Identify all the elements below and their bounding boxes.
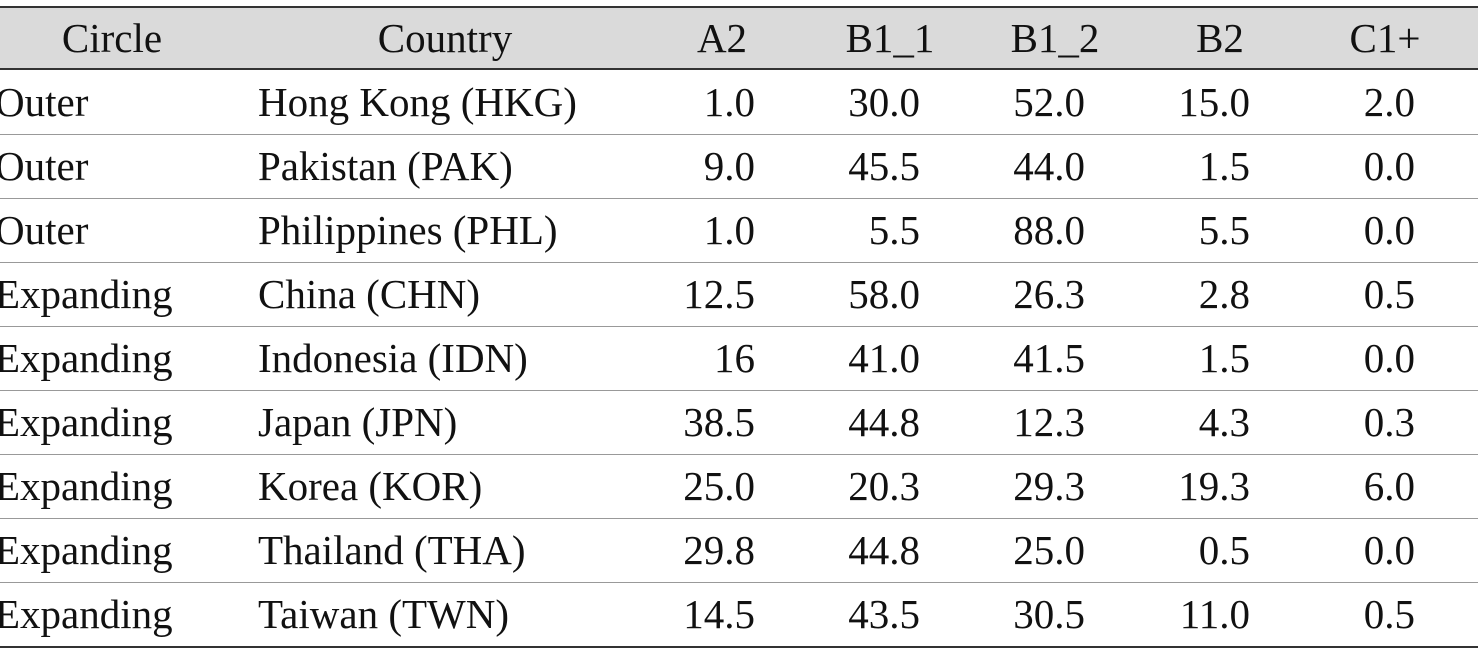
- table-cell: 30.0: [848, 79, 920, 125]
- column-header: Country: [377, 15, 513, 61]
- table-cell: 29.8: [683, 527, 755, 573]
- table-cell: 44.8: [848, 527, 920, 573]
- column-header: B1_2: [1010, 15, 1100, 61]
- column-header: B2: [1196, 15, 1244, 61]
- table-cell: 44.0: [1013, 143, 1085, 189]
- table-cell: Outer: [0, 207, 89, 253]
- table-cell: 26.3: [1013, 271, 1085, 317]
- table-cell: Thailand (THA): [258, 527, 526, 573]
- table-cell: 0.0: [1363, 527, 1415, 573]
- table-cell: 38.5: [683, 399, 755, 445]
- row-divider: [0, 262, 1478, 263]
- table-cell: 2.0: [1363, 79, 1415, 125]
- table-cell: Expanding: [0, 335, 173, 381]
- row-divider: [0, 582, 1478, 583]
- column-header: B1_1: [845, 15, 935, 61]
- table-cell: 9.0: [703, 143, 755, 189]
- table-cell: 44.8: [848, 399, 920, 445]
- row-divider: [0, 454, 1478, 455]
- table-cell: 11.0: [1179, 591, 1250, 637]
- table-cell: 1.0: [703, 79, 755, 125]
- table-cell: 0.0: [1363, 335, 1415, 381]
- row-divider: [0, 198, 1478, 199]
- header-background: [0, 6, 1478, 70]
- table-cell: 5.5: [1198, 207, 1250, 253]
- table-cell: 20.3: [848, 463, 920, 509]
- table-cell: Expanding: [0, 527, 173, 573]
- column-header: Circle: [61, 15, 163, 61]
- table-cell: 41.5: [1013, 335, 1085, 381]
- table-cell: 5.5: [868, 207, 920, 253]
- table-cell: Expanding: [0, 591, 173, 637]
- table-cell: 14.5: [683, 591, 755, 637]
- table-cell: 25.0: [683, 463, 755, 509]
- table-cell: 0.5: [1363, 591, 1415, 637]
- table-cell: 12.3: [1013, 399, 1085, 445]
- row-divider: [0, 390, 1478, 391]
- table-cell: Outer: [0, 143, 89, 189]
- table-cell: 52.0: [1013, 79, 1085, 125]
- table-cell: 12.5: [683, 271, 755, 317]
- table-cell: Japan (JPN): [258, 399, 458, 445]
- column-header: A2: [696, 15, 748, 61]
- table-cell: 45.5: [848, 143, 920, 189]
- table-cell: 25.0: [1013, 527, 1085, 573]
- table-cell: 6.0: [1363, 463, 1415, 509]
- table-cell: 1.0: [703, 207, 755, 253]
- table-cell: 88.0: [1013, 207, 1085, 253]
- table-cell: 0.5: [1198, 527, 1250, 573]
- table-cell: Taiwan (TWN): [258, 591, 509, 637]
- table-cell: 0.0: [1363, 143, 1415, 189]
- row-divider: [0, 518, 1478, 519]
- table-cell: Korea (KOR): [258, 463, 483, 509]
- table-cell: 43.5: [848, 591, 920, 637]
- table-cell: Outer: [0, 79, 89, 125]
- table-cell: 0.3: [1363, 399, 1415, 445]
- table-cell: Expanding: [0, 399, 173, 445]
- table-cell: Hong Kong (HKG): [258, 79, 577, 125]
- table-cell: 41.0: [848, 335, 920, 381]
- column-header: C1+: [1349, 15, 1421, 61]
- table-cell: 0.5: [1363, 271, 1415, 317]
- table-cell: Indonesia (IDN): [258, 335, 528, 381]
- table-cell: Pakistan (PAK): [258, 143, 513, 189]
- table-cell: 16: [714, 335, 755, 381]
- table-cell: Expanding: [0, 463, 173, 509]
- table-cell: 4.3: [1198, 399, 1250, 445]
- table-cell: 1.5: [1198, 143, 1250, 189]
- table-bottom-rule: [0, 646, 1478, 648]
- table-cell: 2.8: [1198, 271, 1250, 317]
- row-divider: [0, 326, 1478, 327]
- table-cell: 58.0: [848, 271, 920, 317]
- table-cell: Philippines (PHL): [258, 207, 558, 253]
- table-cell: 19.3: [1178, 463, 1250, 509]
- table-cell: 0.0: [1363, 207, 1415, 253]
- table-cell: 15.0: [1178, 79, 1250, 125]
- table-cell: 1.5: [1198, 335, 1250, 381]
- table-cell: 29.3: [1013, 463, 1085, 509]
- row-divider: [0, 134, 1478, 135]
- table-cell: China (CHN): [258, 271, 481, 317]
- table-cell: Expanding: [0, 271, 173, 317]
- table-cell: 30.5: [1013, 591, 1085, 637]
